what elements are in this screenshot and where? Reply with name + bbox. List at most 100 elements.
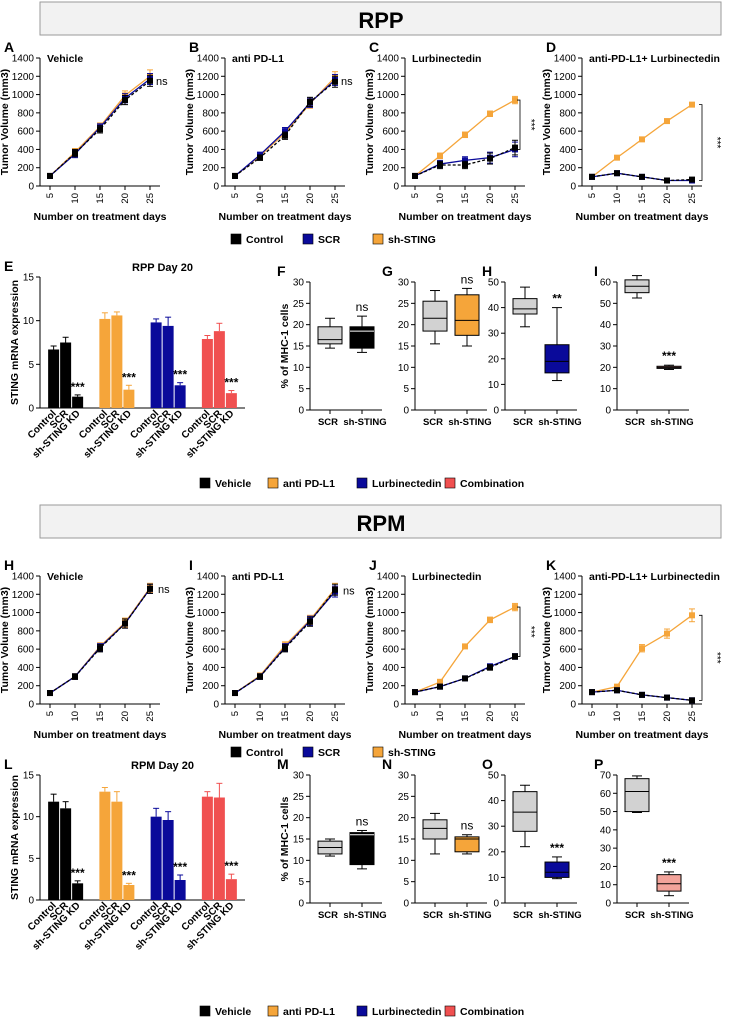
x-axis-label: Number on treatment days — [398, 211, 531, 223]
y-tick-label: 1000 — [377, 90, 400, 101]
rpp-banner — [39, 1, 722, 36]
y-tick-label: 0 — [403, 899, 409, 910]
data-point — [614, 170, 620, 177]
bar — [111, 315, 123, 408]
bar — [123, 389, 135, 408]
bar — [150, 322, 162, 408]
data-point — [147, 77, 153, 84]
x-axis-label: Number on treatment days — [575, 729, 708, 741]
series-line-control — [49, 80, 151, 177]
bar — [150, 816, 162, 900]
significance-label: ns — [461, 272, 474, 286]
y-tick-label: 5 — [298, 877, 304, 888]
x-category-label: SCR — [318, 910, 338, 921]
x-tick-label: 10 — [435, 711, 446, 722]
y-tick-label: 400 — [17, 145, 34, 156]
y-tick-label: 400 — [202, 663, 219, 674]
x-category-label: SCR — [513, 910, 533, 921]
chart-title: Lurbinectedin — [412, 571, 481, 583]
chart-rpp-g: G 0 5 10 15 20 25 30 SCR sh-STING ns — [382, 263, 492, 428]
bar — [225, 393, 237, 408]
data-point — [639, 691, 645, 698]
series-line-sh-sting — [234, 588, 336, 694]
y-tick-label: 50 — [600, 299, 612, 310]
rpp-banner-title: RPP — [358, 8, 403, 33]
legend-label: Control — [246, 747, 283, 759]
y-tick-label: 200 — [202, 163, 219, 174]
x-category-label: SCR — [625, 910, 645, 921]
significance-label: *** — [525, 119, 536, 131]
y-tick-label: 1400 — [12, 572, 35, 583]
data-point — [282, 128, 288, 135]
y-tick-label: 40 — [600, 320, 612, 331]
y-tick-label: 15 — [398, 342, 410, 353]
chart-title: Lurbinectedin — [412, 53, 481, 65]
y-tick-label: 20 — [488, 847, 500, 858]
x-tick-label: 15 — [637, 193, 648, 204]
box-iqr — [512, 298, 538, 315]
y-tick-label: 30 — [600, 844, 612, 855]
chart-title: anti-PD-L1+ Lurbinectedin — [589, 571, 720, 583]
bar — [72, 396, 84, 408]
y-tick-label: 10 — [23, 316, 35, 327]
y-tick-label: 5 — [28, 854, 34, 865]
panel-letter: E — [4, 258, 13, 274]
x-category-label: SCR — [625, 417, 645, 428]
chart-title: anti-PD-L1+ Lurbinectedin — [589, 53, 720, 65]
y-tick-label: 50 — [488, 771, 500, 782]
significance-label: *** — [550, 841, 564, 855]
bar — [48, 349, 60, 408]
legend-mrna-rpp: Vehicle anti PD-L1 Lurbinectedin Combinatio… — [199, 477, 524, 490]
bar — [60, 808, 72, 900]
panel-letter: A — [4, 39, 14, 55]
y-tick-label: 0 — [298, 406, 304, 417]
x-axis-label: Number on treatment days — [218, 211, 351, 223]
panel-letter: I — [594, 263, 598, 279]
box-iqr — [349, 326, 375, 349]
x-axis-label: Number on treatment days — [218, 729, 351, 741]
y-tick-label: 10 — [600, 880, 612, 891]
x-tick-label: 20 — [120, 711, 131, 722]
y-tick-label: 40 — [600, 825, 612, 836]
y-tick-label: 5 — [403, 384, 409, 395]
legend-label: sh-STING — [388, 747, 436, 759]
y-tick-label: 400 — [202, 145, 219, 156]
y-tick-label: 25 — [398, 299, 410, 310]
x-tick-label: 25 — [510, 711, 521, 722]
bar — [174, 385, 186, 408]
y-tick-label: 25 — [293, 792, 305, 803]
rpm-banner — [39, 504, 722, 539]
legend-growth-rpp: Control SCR sh-STING — [230, 233, 436, 246]
y-tick-label: 200 — [559, 681, 576, 692]
data-point — [487, 616, 493, 623]
legend-swatch — [356, 477, 368, 489]
x-tick-label: 5 — [410, 711, 421, 716]
data-point — [437, 683, 443, 690]
panel-letter: H — [482, 263, 492, 279]
y-tick-label: 1000 — [197, 90, 220, 101]
x-tick-label: 20 — [662, 711, 673, 722]
chart-title: Vehicle — [47, 571, 83, 583]
data-point — [614, 683, 620, 690]
y-tick-label: 5 — [403, 877, 409, 888]
box-iqr — [512, 791, 538, 832]
y-tick-label: 600 — [202, 645, 219, 656]
y-tick-label: 5 — [298, 384, 304, 395]
y-tick-label: 1200 — [554, 72, 577, 83]
x-tick-label: 15 — [95, 193, 106, 204]
series-line-sh-sting — [591, 614, 693, 693]
data-point — [282, 132, 288, 139]
chart-title: RPM Day 20 — [131, 760, 194, 772]
x-tick-label: 20 — [662, 193, 673, 204]
y-tick-label: 200 — [382, 163, 399, 174]
legend-swatch — [302, 233, 314, 245]
bar — [111, 801, 123, 900]
x-tick-label: 25 — [145, 193, 156, 204]
y-tick-label: 1400 — [12, 54, 35, 65]
y-tick-label: 1400 — [554, 572, 577, 583]
data-point — [512, 97, 518, 104]
y-axis-label: % of MHC-1 cells — [279, 304, 291, 389]
y-tick-label: 60 — [600, 278, 612, 289]
